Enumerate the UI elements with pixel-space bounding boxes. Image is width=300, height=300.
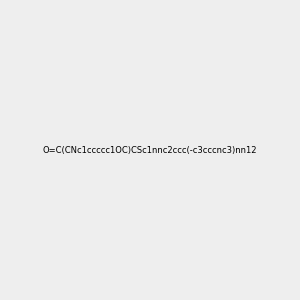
Text: O=C(CNc1ccccc1OC)CSc1nnc2ccc(-c3cccnc3)nn12: O=C(CNc1ccccc1OC)CSc1nnc2ccc(-c3cccnc3)n…: [43, 146, 257, 154]
